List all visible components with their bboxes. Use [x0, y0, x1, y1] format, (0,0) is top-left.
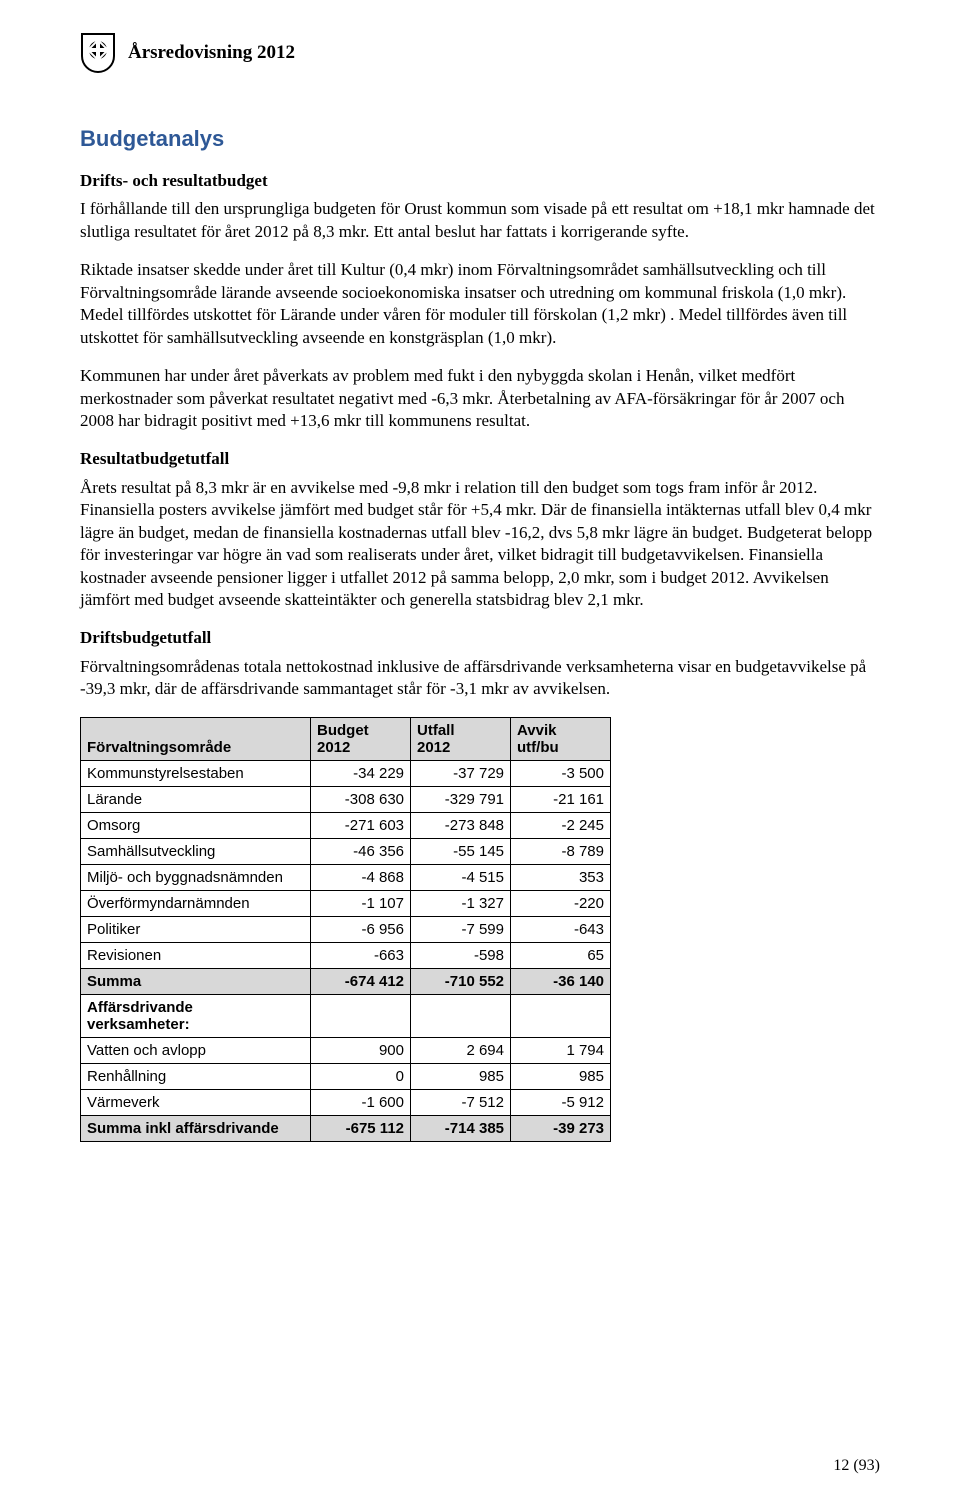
row-value: 985 — [511, 1063, 611, 1089]
page-footer: 12 (93) — [833, 1457, 880, 1475]
row-value: -598 — [411, 942, 511, 968]
row-value: -273 848 — [411, 812, 511, 838]
row-value: 0 — [311, 1063, 411, 1089]
row-label: Kommunstyrelsestaben — [81, 760, 311, 786]
row-label: Vatten och avlopp — [81, 1037, 311, 1063]
table-row: Samhällsutveckling-46 356-55 145-8 789 — [81, 838, 611, 864]
section-label: Affärsdrivande verksamheter: — [81, 994, 311, 1037]
paragraph-5: Förvaltningsområdenas totala nettokostna… — [80, 656, 880, 701]
row-value: -21 161 — [511, 786, 611, 812]
section-title: Budgetanalys — [80, 126, 880, 152]
row-value: -55 145 — [411, 838, 511, 864]
table-row: Kommunstyrelsestaben-34 229-37 729-3 500 — [81, 760, 611, 786]
table-row: Värmeverk-1 600-7 512-5 912 — [81, 1089, 611, 1115]
paragraph-1: I förhållande till den ursprungliga budg… — [80, 198, 880, 243]
subheading-resultat: Resultatbudgetutfall — [80, 448, 880, 470]
row-value: -4 868 — [311, 864, 411, 890]
table-row: Omsorg-271 603-273 848-2 245 — [81, 812, 611, 838]
subheading-drifts: Drifts- och resultatbudget — [80, 170, 880, 192]
row-label: Omsorg — [81, 812, 311, 838]
subheading-drifts2: Driftsbudgetutfall — [80, 627, 880, 649]
row-value: 65 — [511, 942, 611, 968]
row-value: 2 694 — [411, 1037, 511, 1063]
row-label: Summa inkl affärsdrivande — [81, 1115, 311, 1141]
table-header-row: Förvaltningsområde Budget 2012 Utfall 20… — [81, 717, 611, 760]
row-label: Renhållning — [81, 1063, 311, 1089]
empty-cell — [511, 994, 611, 1037]
row-value: -6 956 — [311, 916, 411, 942]
table-row: Renhållning0985985 — [81, 1063, 611, 1089]
row-value: -308 630 — [311, 786, 411, 812]
row-label: Summa — [81, 968, 311, 994]
table-row: Lärande-308 630-329 791-21 161 — [81, 786, 611, 812]
header-title: Årsredovisning 2012 — [128, 42, 295, 64]
row-value: -714 385 — [411, 1115, 511, 1141]
table-row: Summa-674 412-710 552-36 140 — [81, 968, 611, 994]
row-value: -37 729 — [411, 760, 511, 786]
row-value: -643 — [511, 916, 611, 942]
row-value: 900 — [311, 1037, 411, 1063]
row-value: -1 327 — [411, 890, 511, 916]
row-value: 1 794 — [511, 1037, 611, 1063]
row-value: -1 600 — [311, 1089, 411, 1115]
row-value: -675 112 — [311, 1115, 411, 1141]
row-label: Samhällsutveckling — [81, 838, 311, 864]
col-header-1: Budget 2012 — [311, 717, 411, 760]
row-value: -329 791 — [411, 786, 511, 812]
row-value: -5 912 — [511, 1089, 611, 1115]
row-label: Revisionen — [81, 942, 311, 968]
row-value: -220 — [511, 890, 611, 916]
row-label: Värmeverk — [81, 1089, 311, 1115]
paragraph-3: Kommunen har under året påverkats av pro… — [80, 365, 880, 432]
row-value: 985 — [411, 1063, 511, 1089]
paragraph-4: Årets resultat på 8,3 mkr är en avvikels… — [80, 477, 880, 612]
table-row: Revisionen-663-59865 — [81, 942, 611, 968]
budget-table: Förvaltningsområde Budget 2012 Utfall 20… — [80, 717, 611, 1142]
empty-cell — [311, 994, 411, 1037]
row-value: -34 229 — [311, 760, 411, 786]
page-header: Årsredovisning 2012 — [80, 32, 880, 74]
page: Årsredovisning 2012 Budgetanalys Drifts-… — [0, 0, 960, 1503]
row-value: -7 512 — [411, 1089, 511, 1115]
col-header-3: Avvik utf/bu — [511, 717, 611, 760]
col-header-2: Utfall 2012 — [411, 717, 511, 760]
row-value: -46 356 — [311, 838, 411, 864]
table-row: Summa inkl affärsdrivande-675 112-714 38… — [81, 1115, 611, 1141]
table-row: Politiker-6 956-7 599-643 — [81, 916, 611, 942]
row-value: -663 — [311, 942, 411, 968]
row-value: -3 500 — [511, 760, 611, 786]
paragraph-2: Riktade insatser skedde under året till … — [80, 259, 880, 349]
row-value: -674 412 — [311, 968, 411, 994]
row-value: -1 107 — [311, 890, 411, 916]
row-value: -36 140 — [511, 968, 611, 994]
row-value: -710 552 — [411, 968, 511, 994]
row-value: -8 789 — [511, 838, 611, 864]
row-value: -4 515 — [411, 864, 511, 890]
row-value: 353 — [511, 864, 611, 890]
row-value: -271 603 — [311, 812, 411, 838]
table-row: Miljö- och byggnadsnämnden-4 868-4 51535… — [81, 864, 611, 890]
table-row: Överförmyndarnämnden-1 107-1 327-220 — [81, 890, 611, 916]
row-label: Miljö- och byggnadsnämnden — [81, 864, 311, 890]
table-row: Vatten och avlopp9002 6941 794 — [81, 1037, 611, 1063]
row-label: Överförmyndarnämnden — [81, 890, 311, 916]
empty-cell — [411, 994, 511, 1037]
crest-icon — [80, 32, 116, 74]
row-label: Lärande — [81, 786, 311, 812]
col-header-0: Förvaltningsområde — [81, 717, 311, 760]
budget-table-wrap: Förvaltningsområde Budget 2012 Utfall 20… — [80, 717, 880, 1142]
row-value: -7 599 — [411, 916, 511, 942]
table-section-row: Affärsdrivande verksamheter: — [81, 994, 611, 1037]
row-value: -2 245 — [511, 812, 611, 838]
row-value: -39 273 — [511, 1115, 611, 1141]
row-label: Politiker — [81, 916, 311, 942]
